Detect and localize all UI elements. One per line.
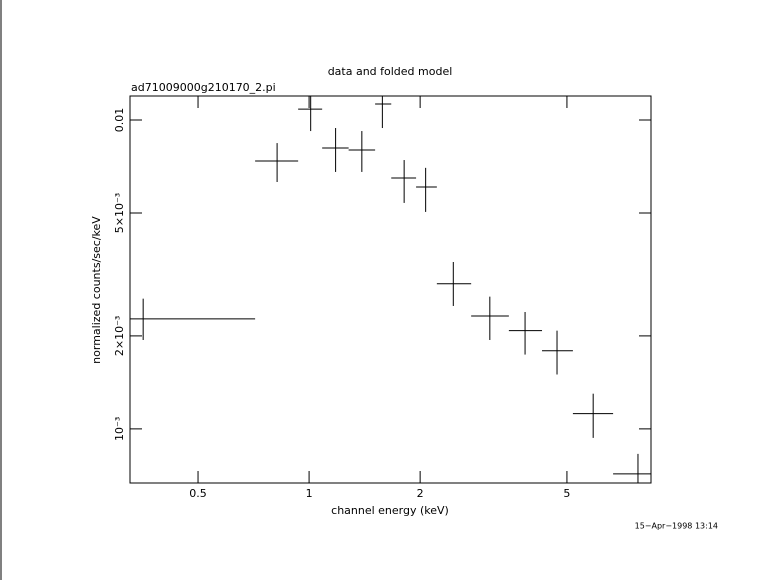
x-tick-label: 1 (306, 487, 313, 500)
y-tick-label: 5×10⁻³ (113, 193, 126, 233)
marks (130, 96, 651, 483)
x-tick-label: 2 (417, 487, 424, 500)
x-tick-label: 5 (563, 487, 570, 500)
chart-title: data and folded model (328, 65, 453, 78)
y-axis-label: normalized counts/sec/keV (90, 216, 103, 364)
x-tick-label: 0.5 (189, 487, 207, 500)
y-tick-label: 10⁻³ (113, 417, 126, 441)
chart-subtitle: ad71009000g210170_2.pi (131, 81, 276, 94)
plot-frame (129, 95, 652, 484)
y-tick-label: 0.01 (113, 108, 126, 133)
y-tick-label: 2×10⁻³ (113, 316, 126, 356)
x-axis-label: channel energy (keV) (331, 504, 449, 517)
timestamp: 15−Apr−1998 13:14 (635, 522, 718, 531)
